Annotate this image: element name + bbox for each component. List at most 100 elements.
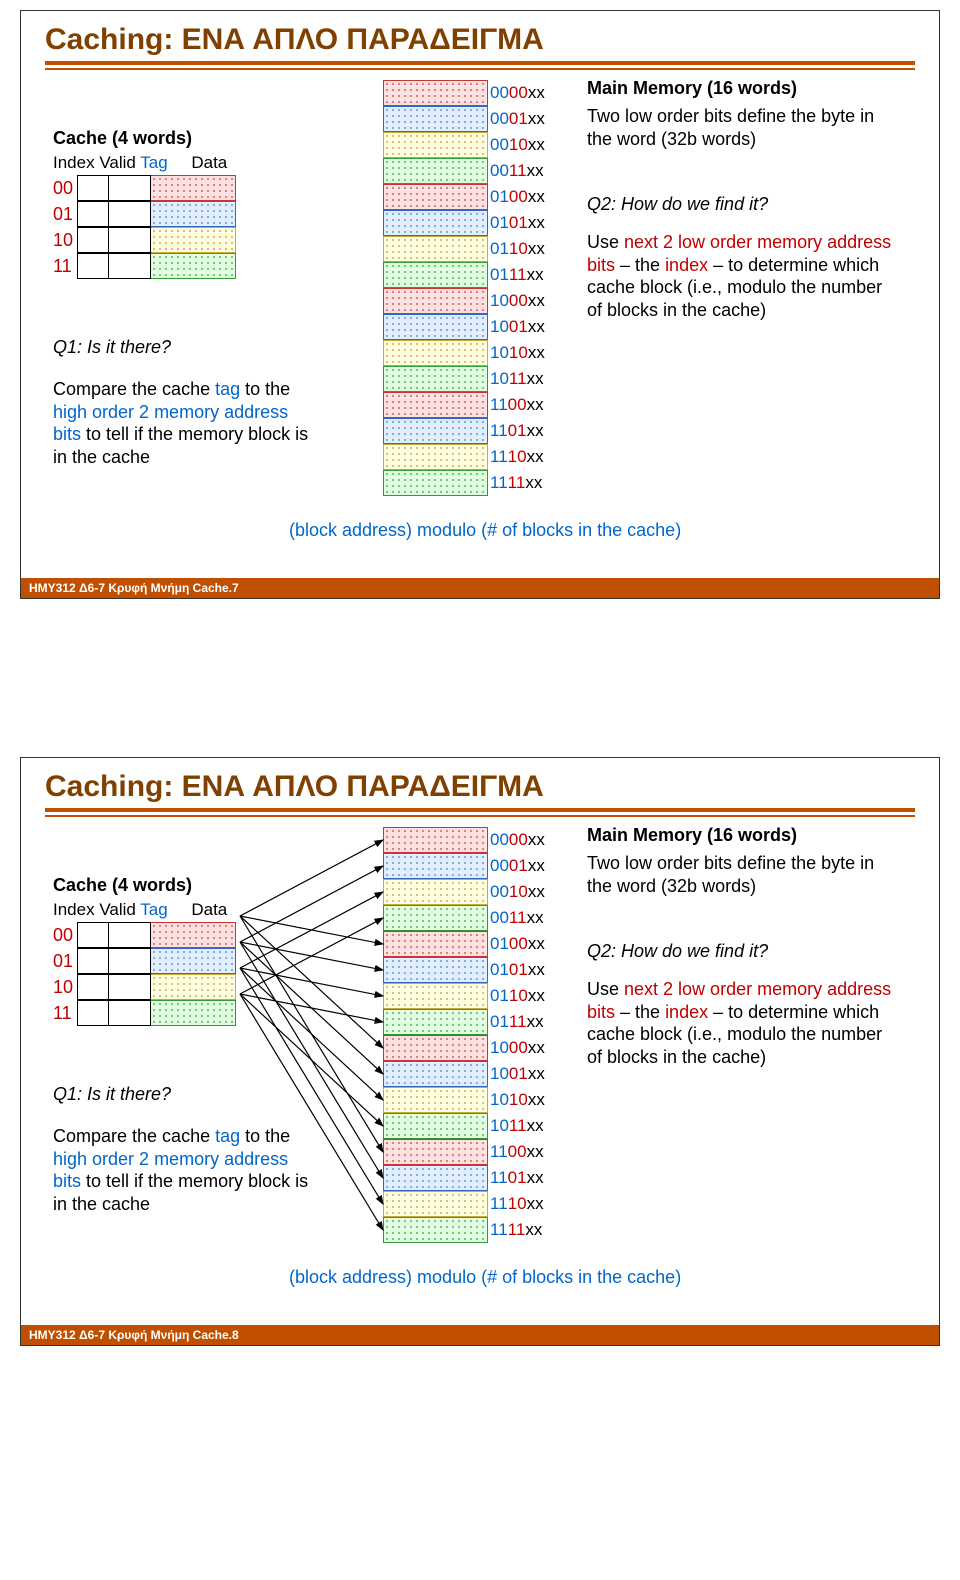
mm-row: 1111xx — [383, 470, 583, 496]
mm-row: 1101xx — [383, 1165, 583, 1191]
mm-row: 1001xx — [383, 1061, 583, 1087]
main-memory-column: 0000xx 0001xx 0010xx 0011xx 0100xx — [383, 827, 583, 1243]
cache-indices: 00011011 — [53, 175, 73, 279]
right-notes: Main Memory (16 words) Two low order bit… — [587, 78, 897, 321]
mm-cell — [383, 366, 488, 392]
mm-row: 1100xx — [383, 1139, 583, 1165]
valid-cell — [77, 227, 109, 253]
mm-row: 1011xx — [383, 1113, 583, 1139]
mm-row: 0010xx — [383, 132, 583, 158]
cache-header: Index Valid Tag Data — [53, 900, 313, 920]
mm-address: 1011xx — [488, 1113, 544, 1139]
mm-cell — [383, 983, 488, 1009]
cache-section: Cache (4 words) Index Valid Tag Data 000… — [53, 875, 313, 1215]
mm-cell — [383, 314, 488, 340]
mm-row: 1010xx — [383, 1087, 583, 1113]
modulo-formula: (block address) modulo (# of blocks in t… — [289, 520, 681, 541]
mm-cell — [383, 1139, 488, 1165]
mm-address: 1000xx — [488, 288, 545, 314]
mm-cell — [383, 853, 488, 879]
cache-index: 11 — [53, 1000, 73, 1026]
cache-index: 10 — [53, 227, 73, 253]
valid-cell — [77, 922, 109, 948]
cache-title: Cache (4 words) — [53, 875, 313, 896]
modulo-formula: (block address) modulo (# of blocks in t… — [289, 1267, 681, 1288]
mm-address: 0000xx — [488, 80, 545, 106]
mm-row: 0001xx — [383, 853, 583, 879]
mm-address: 1001xx — [488, 1061, 545, 1087]
slide-content: Cache (4 words) Index Valid Tag Data 000… — [45, 70, 915, 570]
title-rule — [45, 61, 915, 65]
mm-cell — [383, 879, 488, 905]
mm-address: 1101xx — [488, 418, 544, 444]
q2-heading: Q2: How do we find it? — [587, 941, 897, 962]
cache-cells — [77, 922, 236, 1026]
mm-address: 0000xx — [488, 827, 545, 853]
valid-cell — [77, 201, 109, 227]
data-cell — [151, 948, 236, 974]
mm-row: 1110xx — [383, 1191, 583, 1217]
mm-address: 1111xx — [488, 1217, 542, 1243]
cache-row — [77, 175, 236, 201]
cache-index: 00 — [53, 175, 73, 201]
cache-index: 10 — [53, 974, 73, 1000]
mm-cell — [383, 392, 488, 418]
data-cell — [151, 175, 236, 201]
mm-address: 1100xx — [488, 392, 544, 418]
mm-address: 0100xx — [488, 931, 545, 957]
main-memory-column: 0000xx 0001xx 0010xx 0011xx 0100xx — [383, 80, 583, 496]
mm-cell — [383, 1009, 488, 1035]
mm-cell — [383, 184, 488, 210]
mm-row: 1001xx — [383, 314, 583, 340]
tag-cell — [109, 253, 151, 279]
mm-row: 1011xx — [383, 366, 583, 392]
mm-address: 0110xx — [488, 236, 545, 262]
mm-cell — [383, 470, 488, 496]
q2-body: Use next 2 low order memory address bits… — [587, 231, 897, 321]
mm-cell — [383, 1165, 488, 1191]
q1-heading: Q1: Is it there? — [53, 337, 313, 358]
mm-cell — [383, 288, 488, 314]
mm-address: 1000xx — [488, 1035, 545, 1061]
cache-index: 01 — [53, 201, 73, 227]
valid-cell — [77, 253, 109, 279]
mm-cell — [383, 1217, 488, 1243]
cache-row — [77, 201, 236, 227]
valid-cell — [77, 1000, 109, 1026]
cache-row — [77, 1000, 236, 1026]
mm-row: 1110xx — [383, 444, 583, 470]
q2-body: Use next 2 low order memory address bits… — [587, 978, 897, 1068]
cache-cells — [77, 175, 236, 279]
mm-address: 0111xx — [488, 262, 544, 288]
mm-address: 1110xx — [488, 1191, 544, 1217]
mm-address: 1011xx — [488, 366, 544, 392]
cache-index: 00 — [53, 922, 73, 948]
slide-footer: HMY312 Δ6-7 Κρυφή Μνήμη Cache.7 — [21, 578, 939, 598]
mm-cell — [383, 1035, 488, 1061]
data-cell — [151, 922, 236, 948]
cache-header: Index Valid Tag Data — [53, 153, 313, 173]
tag-cell — [109, 922, 151, 948]
mm-row: 0110xx — [383, 236, 583, 262]
mm-address: 1001xx — [488, 314, 545, 340]
mm-row: 1000xx — [383, 288, 583, 314]
mm-row: 0011xx — [383, 158, 583, 184]
cache-row — [77, 922, 236, 948]
mm-note: Two low order bits define the byte in th… — [587, 852, 897, 897]
mm-row: 0111xx — [383, 262, 583, 288]
q1-body: Compare the cache tag to the high order … — [53, 1125, 313, 1215]
mm-cell — [383, 236, 488, 262]
data-cell — [151, 227, 236, 253]
mm-address: 1111xx — [488, 470, 542, 496]
mm-address: 0001xx — [488, 853, 545, 879]
mm-row: 0000xx — [383, 827, 583, 853]
cache-section: Cache (4 words) Index Valid Tag Data 000… — [53, 128, 313, 468]
slide-title: Caching: ΕΝΑ ΑΠΛΟ ΠΑΡΑΔΕΙΓΜΑ — [45, 770, 915, 804]
slide-content: Cache (4 words) Index Valid Tag Data 000… — [45, 817, 915, 1317]
mm-row: 0001xx — [383, 106, 583, 132]
mm-row: 1101xx — [383, 418, 583, 444]
mm-cell — [383, 1113, 488, 1139]
mm-row: 0101xx — [383, 957, 583, 983]
valid-cell — [77, 948, 109, 974]
slide-2: Caching: ΕΝΑ ΑΠΛΟ ΠΑΡΑΔΕΙΓΜΑ Cache (4 wo… — [20, 757, 940, 1346]
